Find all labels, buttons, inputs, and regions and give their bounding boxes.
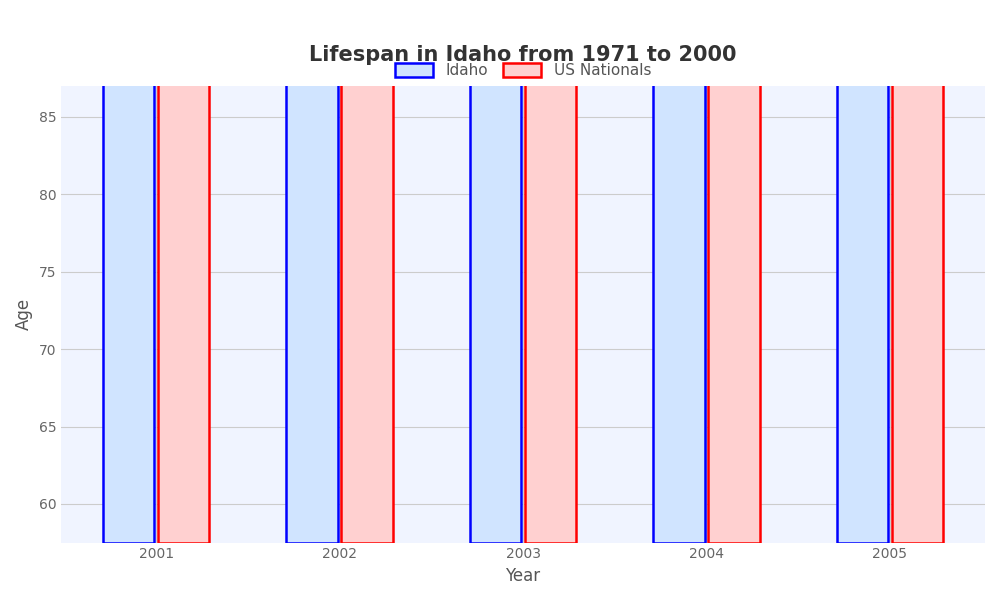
Bar: [341, 0, 393, 542]
Title: Lifespan in Idaho from 1971 to 2000: Lifespan in Idaho from 1971 to 2000: [309, 45, 737, 65]
Y-axis label: Age: Age: [15, 298, 33, 331]
Bar: [892, 0, 943, 542]
Bar: [837, 0, 888, 542]
X-axis label: Year: Year: [505, 567, 541, 585]
Bar: [653, 0, 705, 542]
Bar: [103, 0, 154, 542]
Bar: [708, 0, 760, 542]
Bar: [158, 0, 209, 542]
Bar: [525, 0, 576, 542]
Bar: [470, 0, 521, 542]
Legend: Idaho, US Nationals: Idaho, US Nationals: [389, 57, 657, 85]
Bar: [286, 0, 338, 542]
